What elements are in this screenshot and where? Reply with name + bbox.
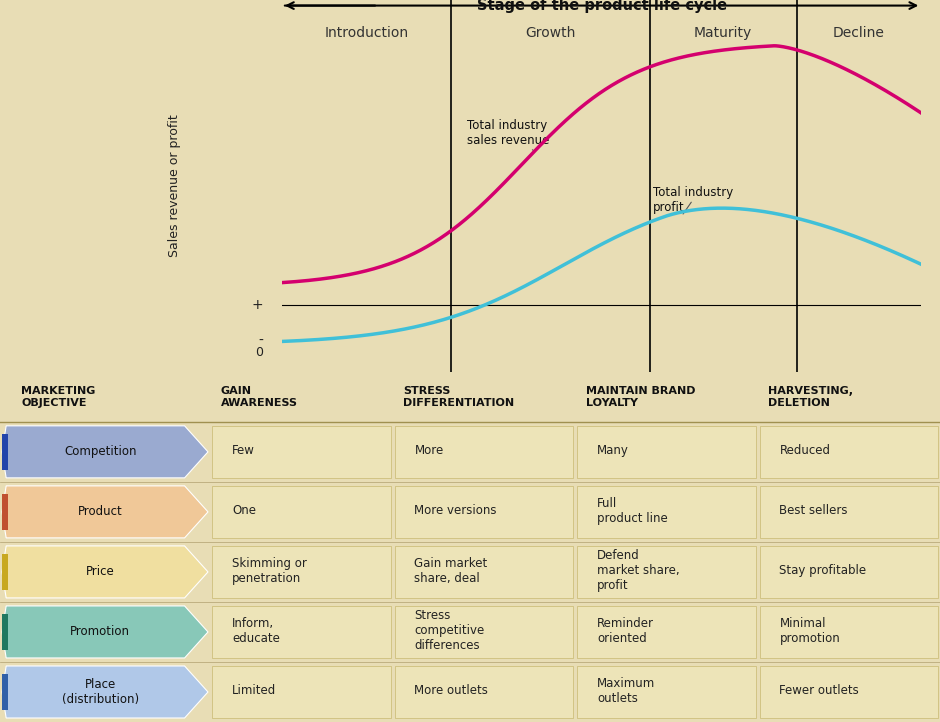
Text: Full
product line: Full product line [597, 497, 667, 525]
Text: Place
(distribution): Place (distribution) [62, 678, 139, 706]
Text: Best sellers: Best sellers [779, 504, 848, 517]
Text: Sales revenue or profit: Sales revenue or profit [168, 115, 181, 257]
Text: Many: Many [597, 444, 629, 457]
Text: More outlets: More outlets [415, 684, 488, 697]
Text: Inform,
educate: Inform, educate [232, 617, 280, 645]
Text: Fewer outlets: Fewer outlets [779, 684, 859, 697]
Text: Stay profitable: Stay profitable [779, 564, 867, 577]
Text: Stage of the product life cycle: Stage of the product life cycle [477, 0, 727, 13]
Text: MAINTAIN BRAND
LOYALTY: MAINTAIN BRAND LOYALTY [586, 386, 696, 408]
Text: -: - [258, 334, 263, 348]
Text: Growth: Growth [525, 26, 575, 40]
FancyBboxPatch shape [212, 606, 390, 658]
Text: Promotion: Promotion [70, 625, 131, 638]
Text: Stress
competitive
differences: Stress competitive differences [415, 609, 485, 652]
FancyBboxPatch shape [577, 426, 756, 478]
Polygon shape [2, 434, 8, 470]
Polygon shape [2, 666, 208, 718]
Polygon shape [2, 494, 8, 530]
FancyBboxPatch shape [760, 666, 938, 718]
Text: Maturity: Maturity [694, 26, 752, 40]
Text: Limited: Limited [232, 684, 276, 697]
Text: 0: 0 [255, 346, 263, 359]
Text: Maximum
outlets: Maximum outlets [597, 677, 655, 705]
FancyBboxPatch shape [577, 606, 756, 658]
Text: Defend
market share,
profit: Defend market share, profit [597, 549, 680, 592]
Text: One: One [232, 504, 256, 517]
FancyBboxPatch shape [760, 426, 938, 478]
Text: Few: Few [232, 444, 255, 457]
FancyBboxPatch shape [395, 606, 573, 658]
Text: Reminder
oriented: Reminder oriented [597, 617, 654, 645]
FancyBboxPatch shape [577, 546, 756, 598]
Polygon shape [2, 554, 8, 590]
Text: +: + [251, 297, 263, 312]
Polygon shape [2, 606, 208, 658]
Text: Skimming or
penetration: Skimming or penetration [232, 557, 306, 585]
Text: MARKETING
OBJECTIVE: MARKETING OBJECTIVE [21, 386, 95, 408]
Text: STRESS
DIFFERENTIATION: STRESS DIFFERENTIATION [403, 386, 514, 408]
FancyBboxPatch shape [760, 546, 938, 598]
Text: Competition: Competition [64, 445, 136, 458]
FancyBboxPatch shape [395, 486, 573, 538]
FancyBboxPatch shape [395, 546, 573, 598]
Polygon shape [2, 674, 8, 710]
Polygon shape [2, 546, 208, 598]
FancyBboxPatch shape [395, 426, 573, 478]
Text: Introduction: Introduction [324, 26, 409, 40]
FancyBboxPatch shape [212, 666, 390, 718]
FancyBboxPatch shape [760, 486, 938, 538]
Text: Decline: Decline [833, 26, 885, 40]
Text: Total industry
sales revenue: Total industry sales revenue [467, 119, 550, 151]
FancyBboxPatch shape [760, 606, 938, 658]
Text: More versions: More versions [415, 504, 497, 517]
Text: GAIN
AWARENESS: GAIN AWARENESS [221, 386, 298, 408]
Text: Total industry
profit: Total industry profit [652, 186, 733, 214]
FancyBboxPatch shape [212, 426, 390, 478]
FancyBboxPatch shape [395, 666, 573, 718]
Text: Minimal
promotion: Minimal promotion [779, 617, 840, 645]
Polygon shape [2, 486, 208, 538]
Text: Reduced: Reduced [779, 444, 830, 457]
Polygon shape [2, 426, 208, 478]
FancyBboxPatch shape [577, 486, 756, 538]
Text: Price: Price [86, 565, 115, 578]
FancyBboxPatch shape [577, 666, 756, 718]
FancyBboxPatch shape [212, 546, 390, 598]
FancyBboxPatch shape [212, 486, 390, 538]
Polygon shape [2, 614, 8, 650]
Text: More: More [415, 444, 444, 457]
Text: Product: Product [78, 505, 123, 518]
Text: HARVESTING,
DELETION: HARVESTING, DELETION [769, 386, 854, 408]
Text: Gain market
share, deal: Gain market share, deal [415, 557, 488, 585]
